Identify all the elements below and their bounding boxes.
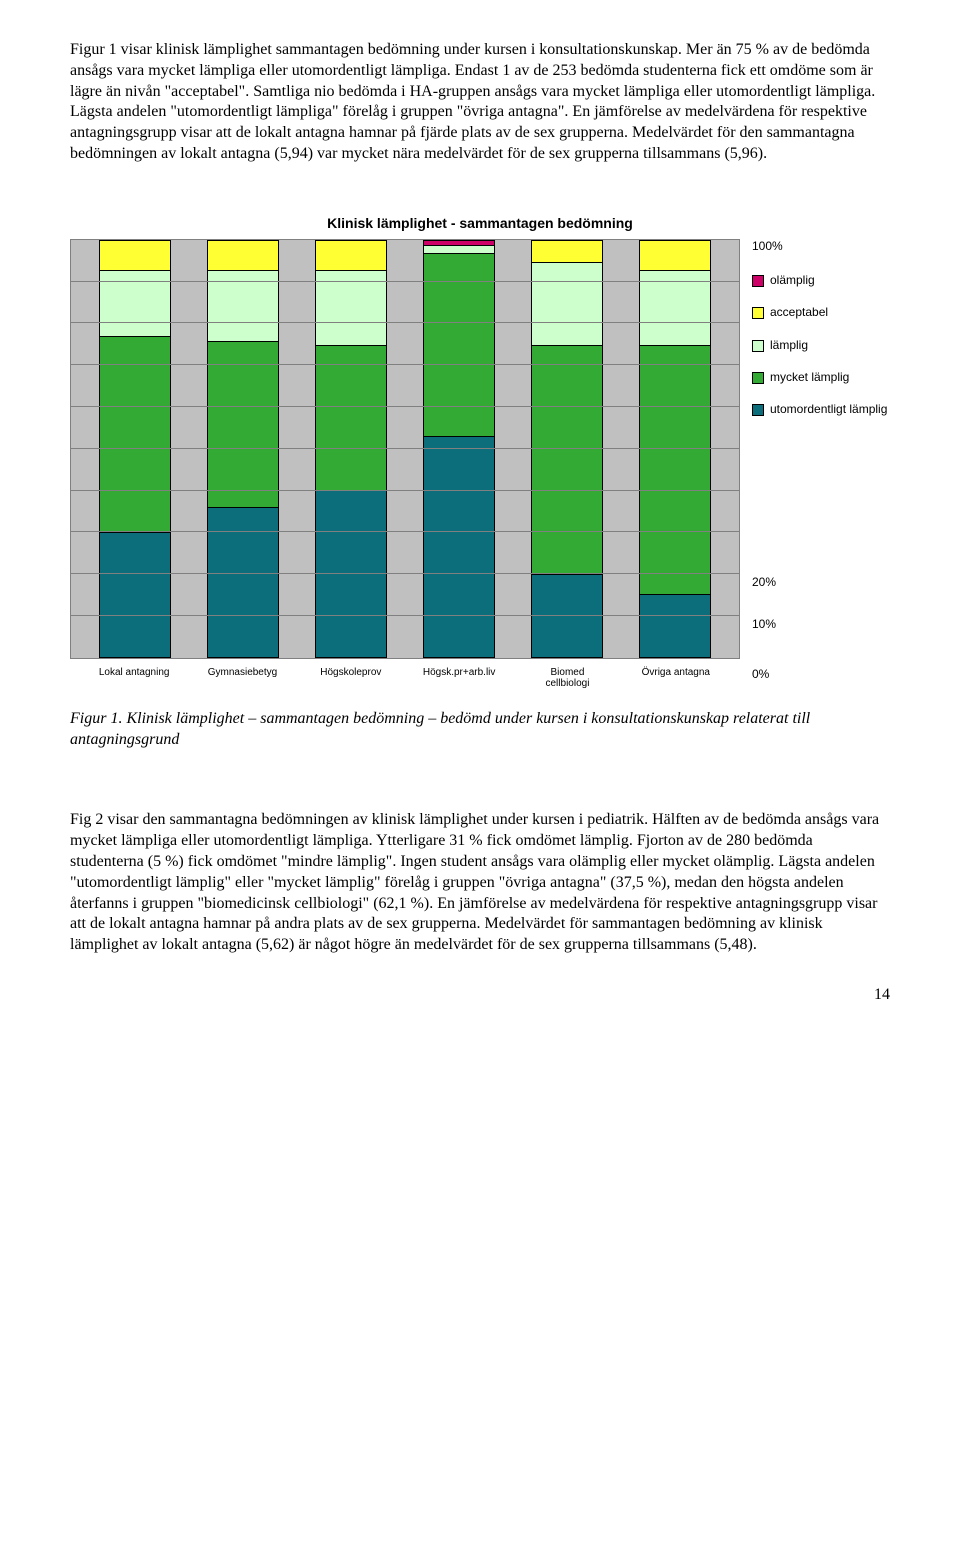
bar-segment: [100, 336, 170, 532]
legend: 100% olämplig acceptabel lämplig mycket läm…: [740, 239, 890, 659]
gridline: [71, 448, 739, 449]
bar-segment: [640, 594, 710, 656]
x-axis-label: Gymnasiebetyg: [202, 667, 282, 689]
x-axis-label: Övriga antagna: [636, 667, 716, 689]
bar-segment: [424, 245, 494, 253]
legend-item: lämplig: [752, 338, 890, 352]
legend-pct-0: 0%: [740, 667, 890, 689]
x-axis-inner: Lokal antagning Gymnasiebetyg Högskoleprov…: [70, 667, 740, 689]
legend-label: olämplig: [770, 273, 815, 287]
gridline: [71, 364, 739, 365]
bar: [99, 240, 171, 658]
legend-swatch: [752, 340, 764, 352]
page-number: 14: [70, 986, 890, 1004]
bar-segment: [316, 345, 386, 491]
bar-segment: [208, 341, 278, 507]
legend-label: utomordentligt lämplig: [770, 402, 887, 416]
chart-title: Klinisk lämplighet - sammantagen bedömni…: [70, 215, 890, 231]
paragraph-1: Figur 1 visar klinisk lämplighet sammant…: [70, 40, 890, 165]
legend-label: acceptabel: [770, 305, 828, 319]
legend-swatch: [752, 372, 764, 384]
legend-pct-100: 100%: [752, 239, 890, 253]
bar: [531, 240, 603, 658]
chart-container: Klinisk lämplighet - sammantagen bedömni…: [70, 215, 890, 689]
legend-item: olämplig: [752, 273, 890, 287]
legend-label: lämplig: [770, 338, 808, 352]
plot-area: [70, 239, 740, 659]
x-axis-label: Högsk.pr+arb.liv: [419, 667, 499, 689]
bar-segment: [424, 436, 494, 656]
bar: [315, 240, 387, 658]
gridline: [71, 322, 739, 323]
legend-pct-20: 20%: [752, 575, 890, 589]
x-axis: Lokal antagning Gymnasiebetyg Högskoleprov…: [70, 667, 890, 689]
legend-item: utomordentligt lämplig: [752, 402, 890, 416]
bar-segment: [640, 241, 710, 270]
legend-swatch: [752, 275, 764, 287]
bar: [207, 240, 279, 658]
bar-segment: [316, 241, 386, 270]
x-axis-label: Biomed cellbiologi: [527, 667, 607, 689]
bar-segment: [100, 532, 170, 657]
bar-segment: [532, 241, 602, 262]
chart-body: 100% olämplig acceptabel lämplig mycket läm…: [70, 239, 890, 659]
legend-item: acceptabel: [752, 305, 890, 319]
gridline: [71, 531, 739, 532]
figure-caption: Figur 1. Klinisk lämplighet – sammantage…: [70, 709, 890, 751]
bar-segment: [532, 345, 602, 574]
x-axis-label: Högskoleprov: [311, 667, 391, 689]
legend-swatch: [752, 307, 764, 319]
x-axis-label: Lokal antagning: [94, 667, 174, 689]
bar-segment: [640, 345, 710, 595]
legend-pct-10: 10%: [752, 617, 890, 631]
gridline: [71, 615, 739, 616]
bar-segment: [208, 241, 278, 270]
bar: [639, 240, 711, 658]
legend-item: mycket lämplig: [752, 370, 890, 384]
gridline: [71, 573, 739, 574]
bar-segment: [208, 507, 278, 657]
bar-segment: [532, 262, 602, 345]
bar: [423, 240, 495, 658]
legend-label: mycket lämplig: [770, 370, 849, 384]
paragraph-2: Fig 2 visar den sammantagna bedömningen …: [70, 810, 890, 956]
bar-segment: [100, 241, 170, 270]
gridline: [71, 281, 739, 282]
legend-swatch: [752, 404, 764, 416]
legend-bottom: 20% 10%: [752, 575, 890, 659]
bars-group: [71, 240, 739, 658]
gridline: [71, 490, 739, 491]
gridline: [71, 406, 739, 407]
legend-items: olämplig acceptabel lämplig mycket lämplig u…: [752, 273, 890, 435]
